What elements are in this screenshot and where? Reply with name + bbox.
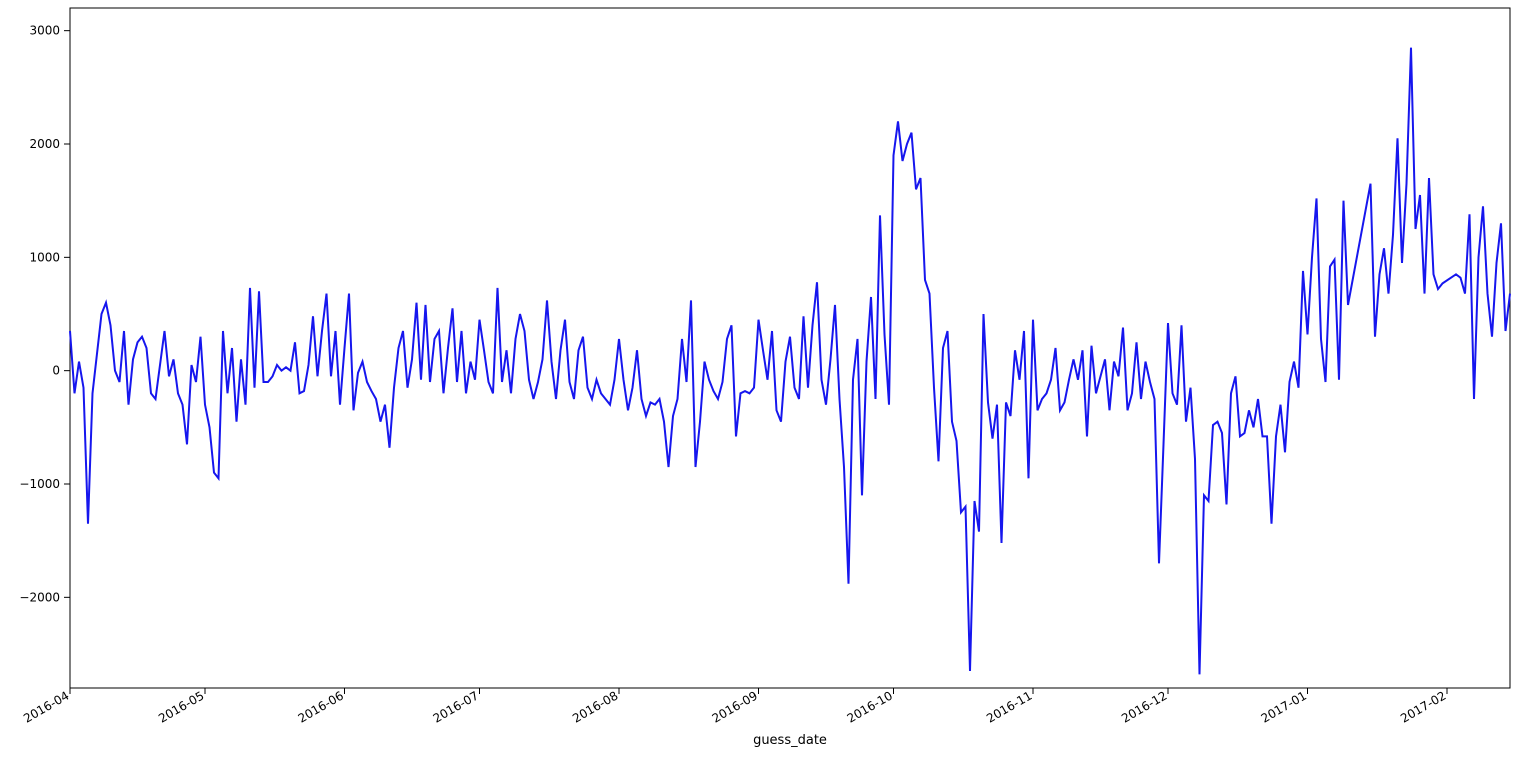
x-tick-label: 2017-02 <box>1398 688 1448 725</box>
y-tick-label: 2000 <box>29 137 60 151</box>
x-tick-label: 2016-12 <box>1119 688 1169 725</box>
y-tick-label: 3000 <box>29 24 60 38</box>
line-chart: −2000 −1000 0 1000 2000 3000 2016-04 2016-05 201… <box>0 0 1525 773</box>
y-tick-label: −1000 <box>19 477 60 491</box>
x-tick-label: 2016-11 <box>984 688 1034 725</box>
x-tick-label: 2016-05 <box>156 688 206 725</box>
x-tick-label: 2016-10 <box>845 688 895 725</box>
y-tick-label: −2000 <box>19 590 60 604</box>
x-tick-label: 2016-04 <box>21 688 71 725</box>
x-tick-label: 2017-01 <box>1259 688 1309 725</box>
x-tick-label: 2016-09 <box>710 688 760 725</box>
x-axis-label: guess_date <box>753 733 827 748</box>
x-tick-label: 2016-08 <box>570 688 620 725</box>
x-tick-label: 2016-07 <box>431 688 481 725</box>
chart-svg: −2000 −1000 0 1000 2000 3000 2016-04 2016-05 201… <box>0 0 1525 773</box>
y-tick-label: 1000 <box>29 250 60 264</box>
y-tick-label: 0 <box>52 364 60 378</box>
x-tick-label: 2016-06 <box>296 688 346 725</box>
data-series-line <box>70 48 1510 675</box>
